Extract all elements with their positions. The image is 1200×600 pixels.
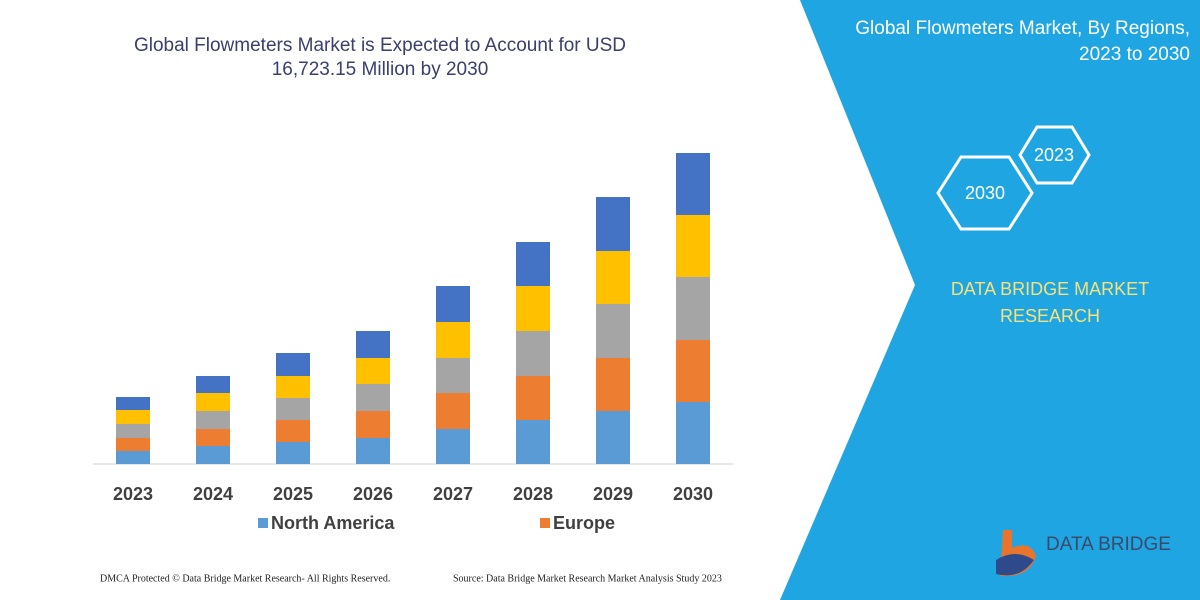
bar-segment <box>596 197 630 251</box>
legend-swatch <box>540 518 550 528</box>
hex-label: 2030 <box>965 183 1005 203</box>
bar-segment <box>436 286 470 322</box>
footer-text: Source: Data Bridge Market Research Mark… <box>453 573 722 584</box>
bar-segment <box>356 438 390 464</box>
bar-segment <box>276 376 310 398</box>
bar-segment <box>276 353 310 376</box>
bar-segment <box>676 153 710 215</box>
bar-segment <box>276 398 310 420</box>
bar-segment <box>676 402 710 464</box>
bar-segment <box>356 411 390 438</box>
bar-segment <box>436 358 470 393</box>
footer-text: DMCA Protected © Data Bridge Market Rese… <box>100 573 390 584</box>
brand-text: DATA BRIDGE MARKET RESEARCH <box>950 279 1150 326</box>
bar-segment <box>516 376 550 420</box>
hex-label: 2023 <box>1034 145 1074 165</box>
legend-label: North America <box>271 513 395 533</box>
bar-segment <box>276 442 310 464</box>
bar-segment <box>516 420 550 464</box>
bar-segment <box>356 331 390 358</box>
logo-text: DATA BRIDGE <box>1046 534 1171 555</box>
legend-swatch <box>258 518 268 528</box>
bar-segment <box>436 429 470 464</box>
bar-segment <box>196 429 230 446</box>
bar-segment <box>676 277 710 340</box>
x-tick-label: 2025 <box>273 484 313 504</box>
bar-segment <box>516 286 550 331</box>
bar-segment <box>356 384 390 411</box>
x-tick-label: 2026 <box>353 484 393 504</box>
bar-segment <box>436 322 470 358</box>
bar-segment <box>116 397 150 410</box>
bar-segment <box>196 376 230 393</box>
x-tick-label: 2029 <box>593 484 633 504</box>
x-tick-label: 2023 <box>113 484 153 504</box>
bar-segment <box>116 438 150 451</box>
panel-title: Global Flowmeters Market, By Regions, 20… <box>855 18 1190 65</box>
legend-label: Europe <box>553 513 615 533</box>
x-tick-label: 2024 <box>193 484 233 504</box>
side-panel <box>780 0 1200 600</box>
bar-segment <box>116 451 150 464</box>
bar-segment <box>516 242 550 286</box>
hexagon <box>1018 125 1091 185</box>
bar-segment <box>436 393 470 429</box>
bar-segment <box>196 393 230 411</box>
bar-segment <box>676 340 710 402</box>
bar-segment <box>516 331 550 376</box>
bar-segment <box>196 411 230 429</box>
logo-icon <box>996 554 1034 576</box>
x-tick-label: 2027 <box>433 484 473 504</box>
bar-segment <box>596 358 630 411</box>
bar-segment <box>596 251 630 304</box>
bar-segment <box>116 424 150 438</box>
hexagon <box>936 155 1034 231</box>
bar-segment <box>596 411 630 464</box>
bar-segment <box>676 215 710 277</box>
bar-segment <box>196 446 230 464</box>
bar-segment <box>596 304 630 358</box>
x-tick-label: 2030 <box>673 484 713 504</box>
bar-segment <box>116 410 150 424</box>
bar-segment <box>276 420 310 442</box>
x-tick-label: 2028 <box>513 484 553 504</box>
bar-segment <box>356 358 390 384</box>
chart-title: Global Flowmeters Market is Expected to … <box>133 35 627 80</box>
